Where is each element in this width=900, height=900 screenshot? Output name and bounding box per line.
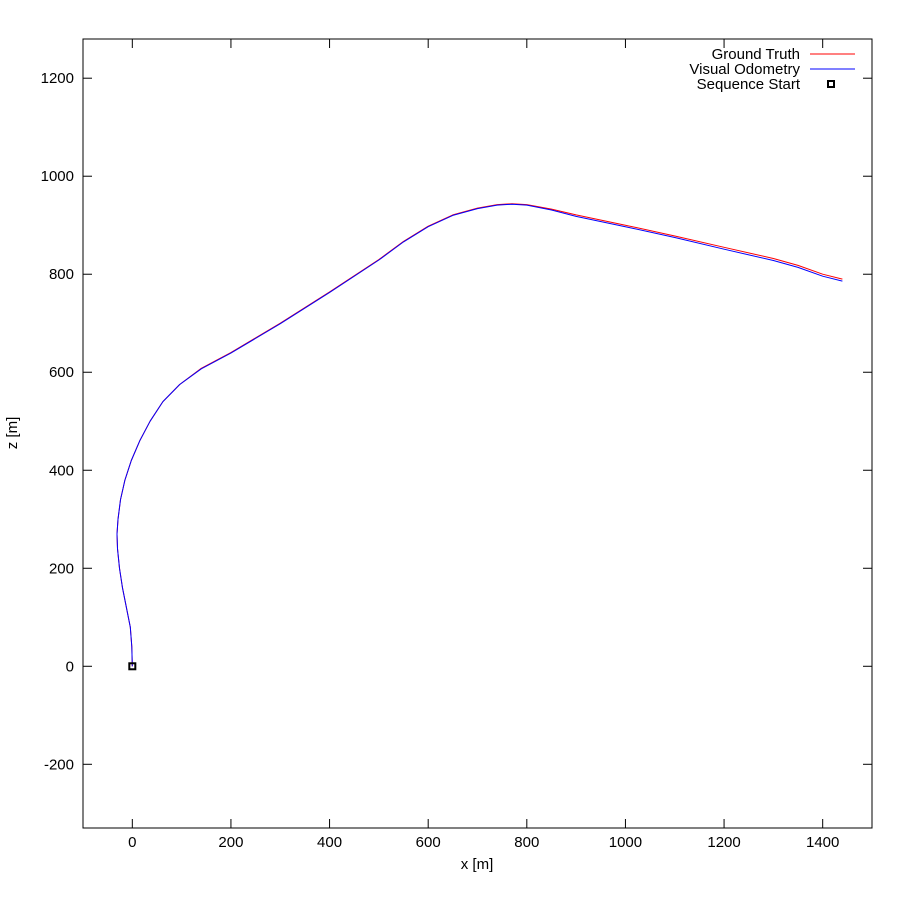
series-layer	[116, 203, 843, 671]
y-tick-label: 400	[49, 462, 74, 479]
legend-label: Visual Odometry	[689, 61, 800, 78]
plot-frame	[82, 38, 873, 829]
sequence-start-marker	[128, 662, 137, 671]
ticks-layer: 0 200 400 600 800 1000 1200 1400 -200 0 200 400 600 8…	[41, 39, 872, 851]
x-axis-label: x [m]	[461, 856, 494, 873]
x-tick-label: 1400	[806, 834, 839, 851]
y-tick-label: 0	[66, 658, 74, 675]
legend-label: Sequence Start	[697, 76, 801, 93]
legend-label: Ground Truth	[712, 46, 800, 63]
y-tick-label: 800	[49, 266, 74, 283]
y-axis-label: z [m]	[4, 417, 21, 450]
x-tick-label: 400	[317, 834, 342, 851]
series-line-visual-odometry	[116, 203, 843, 667]
x-tick-label: 600	[416, 834, 441, 851]
x-tick-label: 0	[128, 834, 136, 851]
x-tick-label: 800	[514, 834, 539, 851]
x-tick-label: 200	[218, 834, 243, 851]
legend-swatch-square	[827, 80, 835, 88]
y-tick-label: 1000	[41, 168, 74, 185]
x-tick-label: 1200	[707, 834, 740, 851]
x-tick-label: 1000	[609, 834, 642, 851]
y-tick-label: 200	[49, 560, 74, 577]
y-tick-label: 1200	[41, 70, 74, 87]
y-tick-label: 600	[49, 364, 74, 381]
y-tick-label: -200	[44, 756, 74, 773]
